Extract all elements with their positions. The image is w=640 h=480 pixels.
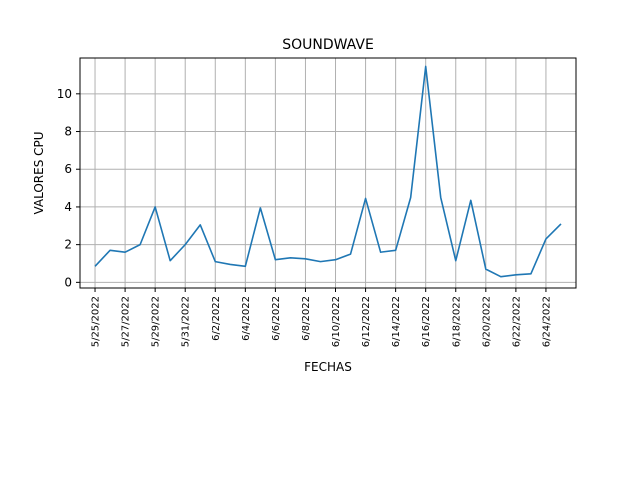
x-tick-label: 6/4/2022 [241,296,252,341]
data-point [365,197,367,199]
data-point [560,223,562,225]
x-tick-label: 6/2/2022 [211,296,222,341]
data-point [214,261,216,263]
data-point [304,258,306,260]
data-point [530,273,532,275]
data-point [335,259,337,261]
data-point [395,249,397,251]
y-tick-label: 4 [64,200,72,214]
data-point [109,249,111,251]
data-point [229,263,231,265]
data-point [380,251,382,253]
x-tick-label: 5/25/2022 [91,296,102,347]
data-point [244,265,246,267]
y-axis: 0 2 4 6 8 10 [57,87,80,289]
x-tick-label: 6/18/2022 [451,296,462,347]
data-point [169,260,171,262]
x-tick-label: 6/20/2022 [481,296,492,347]
y-tick-label: 2 [64,238,72,252]
data-point [425,65,427,67]
data-point [259,207,261,209]
y-axis-label: VALORES CPU [32,131,46,214]
x-tick-label: 6/16/2022 [421,296,432,347]
x-tick-label: 6/22/2022 [511,296,522,347]
data-point [319,261,321,263]
data-point [124,251,126,253]
data-point [455,260,457,262]
x-tick-label: 6/12/2022 [361,296,372,347]
x-tick-label: 5/27/2022 [121,296,132,347]
y-tick-label: 8 [64,125,72,139]
data-point [440,197,442,199]
x-tick-label: 6/24/2022 [541,296,552,347]
data-point [184,244,186,246]
data-point [94,265,96,267]
data-point [154,206,156,208]
x-tick-label: 5/31/2022 [181,296,192,347]
series-group [94,65,562,278]
grid [80,58,576,288]
x-axis-label: FECHAS [304,360,352,374]
data-point [485,268,487,270]
y-tick-label: 6 [64,162,72,176]
series-line [94,65,562,278]
chart-title: SOUNDWAVE [282,37,374,53]
data-point [500,276,502,278]
data-point [139,244,141,246]
x-tick-label: 6/10/2022 [331,296,342,347]
x-tick-label: 6/8/2022 [301,296,312,341]
data-point [545,238,547,240]
data-point [289,257,291,259]
data-point [470,199,472,201]
plot-frame [79,57,577,289]
data-point [350,253,352,255]
x-tick-label: 6/14/2022 [391,296,402,347]
data-point [410,197,412,199]
data-point [515,274,517,276]
x-tick-label: 6/6/2022 [271,296,282,341]
y-tick-label: 0 [64,275,72,289]
y-tick-label: 10 [57,87,72,101]
x-axis: 5/25/2022 5/27/2022 5/29/2022 5/31/2022 6/2/… [91,288,552,347]
data-point [274,259,276,261]
data-point [199,224,201,226]
x-tick-label: 5/29/2022 [151,296,162,347]
